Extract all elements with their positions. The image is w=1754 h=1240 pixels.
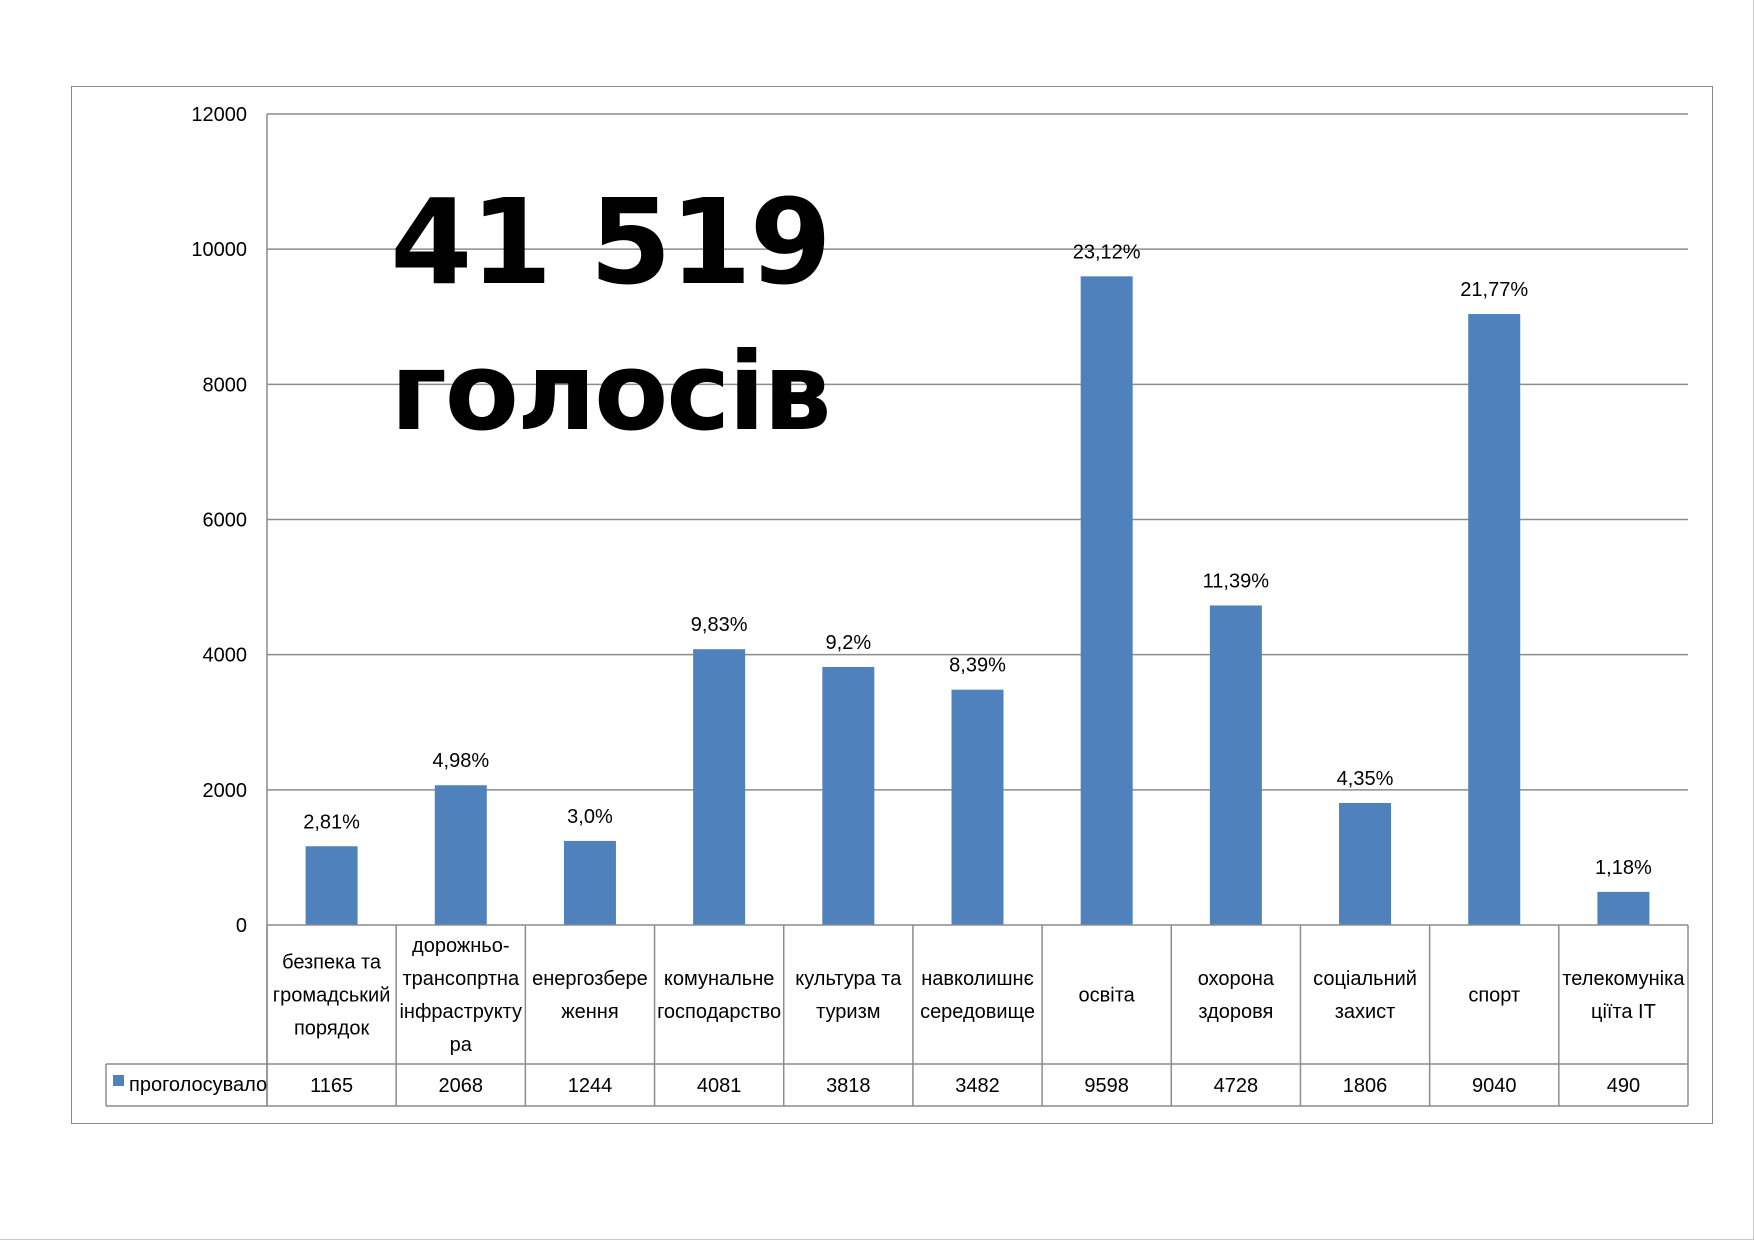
data-label: 11,39% xyxy=(1203,570,1270,592)
legend-swatch xyxy=(113,1075,124,1086)
data-label: 9,83% xyxy=(691,614,748,636)
category-label: навколишнє xyxy=(921,968,1034,990)
category-label: комунальне xyxy=(664,968,775,990)
data-label: 4,35% xyxy=(1337,768,1394,790)
bar xyxy=(822,666,875,925)
category-label: охорона xyxy=(1198,968,1275,990)
table-value: 4081 xyxy=(697,1075,742,1097)
y-tick-label: 8000 xyxy=(203,374,248,396)
category-label: трансопртна xyxy=(402,968,520,990)
chart-frame xyxy=(71,86,1713,1124)
category-label: захист xyxy=(1335,1001,1396,1023)
data-label: 3,0% xyxy=(567,806,613,828)
category-label: порядок xyxy=(294,1018,369,1040)
y-tick-label: 2000 xyxy=(203,780,248,802)
total-votes-number: 41 519 xyxy=(390,173,832,311)
data-label: 9,2% xyxy=(826,632,872,654)
category-label: телекомуніка xyxy=(1562,968,1685,990)
category-label: соціальний xyxy=(1313,968,1417,990)
y-tick-label: 4000 xyxy=(203,645,248,667)
category-label: інфраструкту xyxy=(399,1001,522,1023)
table-value: 4728 xyxy=(1214,1075,1259,1097)
legend-label: проголосувало xyxy=(129,1074,267,1096)
category-label: середовище xyxy=(920,1001,1035,1023)
bar xyxy=(563,840,616,925)
data-label: 21,77% xyxy=(1460,279,1528,301)
table-value: 490 xyxy=(1607,1075,1640,1097)
bar xyxy=(1597,891,1650,925)
bar xyxy=(951,689,1004,925)
bar xyxy=(305,846,358,925)
category-label: здоровя xyxy=(1198,1001,1273,1023)
category-label: культура та xyxy=(795,968,902,990)
table-value: 1165 xyxy=(310,1075,353,1097)
table-value: 9040 xyxy=(1472,1075,1517,1097)
data-label: 23,12% xyxy=(1073,241,1141,263)
data-label: 2,81% xyxy=(303,811,360,833)
bar xyxy=(1080,276,1133,925)
category-label: ра xyxy=(450,1034,473,1056)
category-label: дорожньо- xyxy=(412,935,509,957)
category-label: громадський xyxy=(273,985,391,1007)
data-label: 1,18% xyxy=(1595,857,1652,879)
category-label: спорт xyxy=(1468,985,1520,1007)
data-label: 4,98% xyxy=(432,750,489,772)
table-value: 1806 xyxy=(1343,1075,1388,1097)
category-label: ження xyxy=(561,1001,618,1023)
category-label: освіта xyxy=(1079,985,1136,1007)
y-tick-label: 0 xyxy=(236,915,247,937)
table-value: 3482 xyxy=(955,1075,1000,1097)
total-votes-headline: 41 519 голосів xyxy=(390,173,832,455)
category-label: ціїта IT xyxy=(1591,1001,1656,1023)
table-value: 2068 xyxy=(439,1075,484,1097)
bar xyxy=(1209,605,1262,925)
table-value: 3818 xyxy=(826,1075,871,1097)
category-label: безпека та xyxy=(282,952,382,974)
table-value: 9598 xyxy=(1084,1075,1129,1097)
bar xyxy=(434,785,487,925)
y-tick-label: 10000 xyxy=(191,239,247,261)
category-label: туризм xyxy=(816,1001,880,1023)
y-tick-label: 12000 xyxy=(191,104,247,126)
data-label: 8,39% xyxy=(949,655,1006,677)
table-value: 1244 xyxy=(568,1075,613,1097)
bar xyxy=(1468,314,1521,926)
bar xyxy=(1339,802,1392,925)
category-label: господарство xyxy=(657,1001,781,1023)
total-votes-label: голосів xyxy=(390,330,831,455)
category-label: енергозбере xyxy=(532,968,648,990)
y-tick-label: 6000 xyxy=(203,510,248,532)
bar xyxy=(693,649,746,925)
